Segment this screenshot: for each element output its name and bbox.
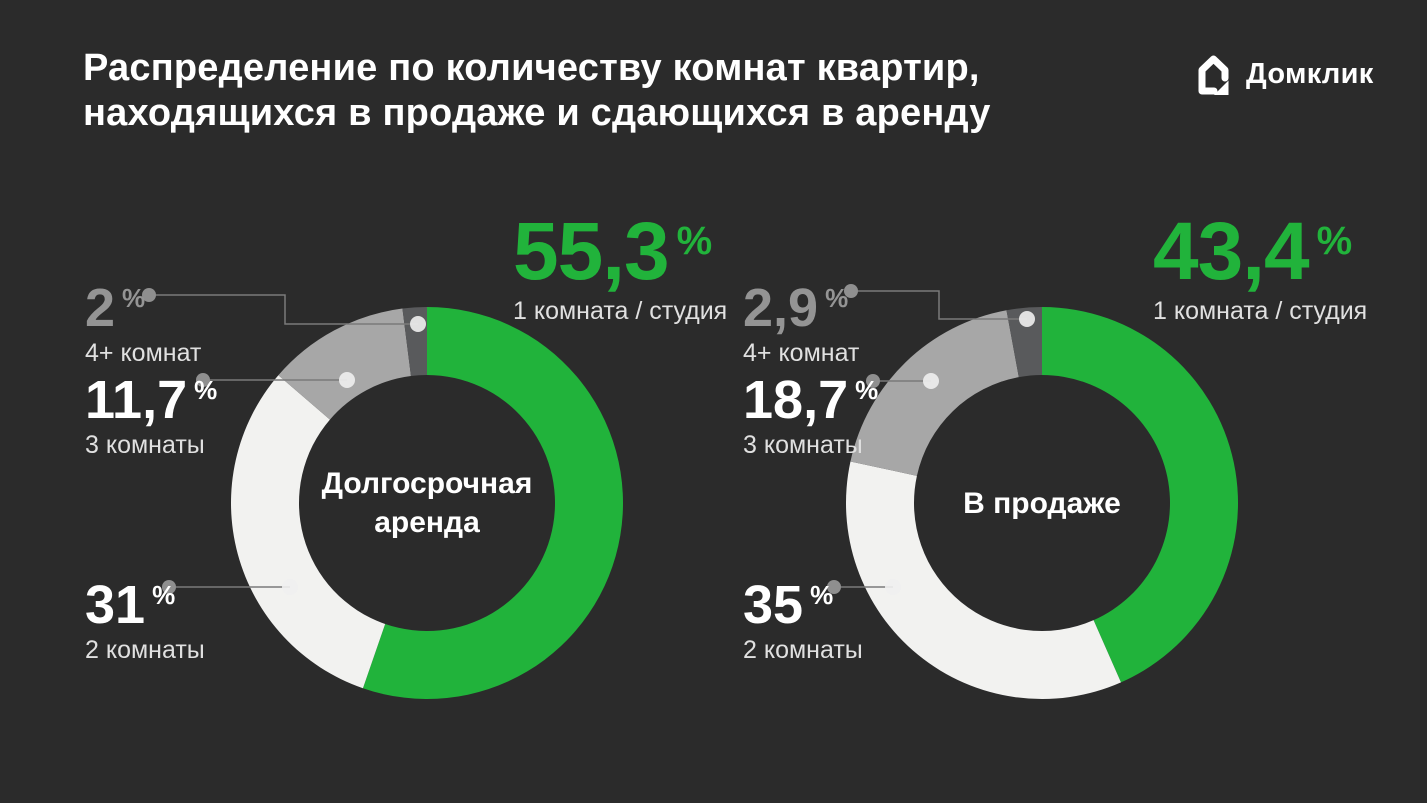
percent-sign: %	[825, 283, 849, 313]
segment-value: 31%	[85, 575, 176, 635]
segment-label: 2 комнаты	[85, 636, 205, 664]
logo-fold-shape	[1214, 80, 1229, 95]
percent-sign: %	[194, 375, 218, 405]
percent-sign: %	[676, 219, 713, 263]
donut-segment-2-комнаты	[846, 461, 1121, 699]
label-group-rent-4plus-rooms: 2% 4+ комнат	[85, 271, 201, 368]
highlight-value-sale-1room: 43,4% 1 комната / студия	[1153, 200, 1367, 326]
highlight-number: 55,3%	[513, 206, 713, 297]
donut-chart-for-sale	[846, 307, 1238, 699]
segment-value: 18,7%	[743, 370, 879, 430]
percent-sign: %	[810, 580, 834, 610]
page-title-line2: находящихся в продаже и сдающихся в арен…	[83, 92, 991, 134]
segment-label: 4+ комнат	[85, 339, 202, 367]
donut-chart-long-term-rent	[231, 307, 623, 699]
label-group-sale-4plus-rooms: 2,9% 4+ комнат	[743, 271, 859, 368]
donut-segment-1-комната-студия	[362, 307, 623, 699]
donut-segment-3-комнаты	[278, 308, 411, 420]
page-title: Распределение по количеству комнат кварт…	[83, 46, 991, 136]
percent-sign: %	[1316, 219, 1353, 263]
percent-sign: %	[152, 580, 176, 610]
highlight-label: 1 комната / студия	[513, 297, 728, 325]
label-group-sale-2-rooms: 35% 2 комнаты	[743, 568, 863, 665]
label-group-sale-3-rooms: 18,7% 3 комнаты	[743, 363, 878, 460]
segment-value: 2%	[85, 278, 146, 338]
percent-sign: %	[122, 283, 146, 313]
percent-sign: %	[855, 375, 879, 405]
domclick-house-icon	[1198, 55, 1229, 95]
domclick-logo: Домклик	[1188, 50, 1374, 98]
highlight-value-rent-1room: 55,3% 1 комната / студия	[513, 200, 727, 326]
segment-label: 4+ комнат	[743, 339, 860, 367]
segment-value: 11,7%	[85, 370, 218, 430]
highlight-label: 1 комната / студия	[1153, 297, 1368, 325]
segment-value: 35%	[743, 575, 834, 635]
donut-segment-2-комнаты	[231, 375, 386, 689]
segment-label: 3 комнаты	[743, 431, 863, 459]
label-group-rent-3-rooms: 11,7% 3 комнаты	[85, 363, 217, 460]
donut-segment-3-комнаты	[850, 310, 1019, 476]
segment-label: 3 комнаты	[85, 431, 205, 459]
page-title-line1: Распределение по количеству комнат кварт…	[83, 47, 980, 89]
segment-value: 2,9%	[743, 278, 849, 338]
donut-segment-1-комната-студия	[1042, 307, 1238, 683]
label-group-rent-2-rooms: 31% 2 комнаты	[85, 568, 205, 665]
logo-text: Домклик	[1246, 57, 1374, 90]
segment-label: 2 комнаты	[743, 636, 863, 664]
highlight-number: 43,4%	[1153, 206, 1353, 297]
